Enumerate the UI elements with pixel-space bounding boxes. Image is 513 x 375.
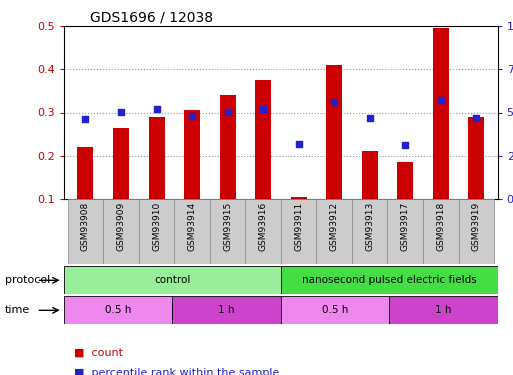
- FancyBboxPatch shape: [423, 199, 459, 264]
- FancyBboxPatch shape: [68, 199, 103, 264]
- Text: GSM93913: GSM93913: [365, 202, 374, 251]
- Point: [472, 115, 480, 121]
- Bar: [468, 117, 484, 199]
- FancyBboxPatch shape: [245, 199, 281, 264]
- FancyBboxPatch shape: [352, 199, 387, 264]
- FancyBboxPatch shape: [459, 199, 494, 264]
- Bar: [220, 95, 235, 199]
- Text: GSM93911: GSM93911: [294, 202, 303, 251]
- Point: [152, 106, 161, 112]
- Text: GSM93914: GSM93914: [188, 202, 196, 251]
- Point: [82, 116, 90, 122]
- Text: 1 h: 1 h: [435, 305, 451, 315]
- Point: [188, 113, 196, 119]
- FancyBboxPatch shape: [103, 199, 139, 264]
- Point: [437, 98, 445, 104]
- Text: GSM93917: GSM93917: [401, 202, 410, 251]
- Point: [366, 115, 374, 121]
- Point: [117, 110, 125, 116]
- Text: time: time: [5, 305, 30, 315]
- Text: protocol: protocol: [5, 275, 50, 285]
- Text: GSM93912: GSM93912: [330, 202, 339, 251]
- Text: GSM93918: GSM93918: [436, 202, 445, 251]
- FancyBboxPatch shape: [387, 199, 423, 264]
- FancyBboxPatch shape: [174, 199, 210, 264]
- Text: ■  percentile rank within the sample: ■ percentile rank within the sample: [74, 368, 280, 375]
- Text: nanosecond pulsed electric fields: nanosecond pulsed electric fields: [302, 275, 477, 285]
- FancyBboxPatch shape: [281, 199, 317, 264]
- Bar: [397, 162, 413, 199]
- Bar: [362, 151, 378, 199]
- Bar: [281, 266, 498, 294]
- Text: 0.5 h: 0.5 h: [322, 305, 348, 315]
- Point: [224, 110, 232, 116]
- Text: 1 h: 1 h: [219, 305, 235, 315]
- Bar: [281, 296, 389, 324]
- Bar: [326, 65, 342, 199]
- Bar: [64, 296, 172, 324]
- Bar: [148, 117, 165, 199]
- Text: GSM93916: GSM93916: [259, 202, 268, 251]
- Bar: [113, 128, 129, 199]
- Text: control: control: [154, 275, 191, 285]
- Bar: [184, 110, 200, 199]
- Point: [330, 99, 338, 105]
- FancyBboxPatch shape: [210, 199, 245, 264]
- Text: GSM93908: GSM93908: [81, 202, 90, 251]
- Bar: [64, 266, 281, 294]
- Text: GSM93915: GSM93915: [223, 202, 232, 251]
- Text: GDS1696 / 12038: GDS1696 / 12038: [90, 10, 213, 24]
- FancyBboxPatch shape: [139, 199, 174, 264]
- Bar: [291, 196, 307, 199]
- Bar: [389, 296, 498, 324]
- Point: [259, 106, 267, 112]
- Text: GSM93919: GSM93919: [472, 202, 481, 251]
- Bar: [172, 296, 281, 324]
- FancyBboxPatch shape: [317, 199, 352, 264]
- Text: GSM93910: GSM93910: [152, 202, 161, 251]
- Text: GSM93909: GSM93909: [116, 202, 126, 251]
- Bar: [433, 28, 449, 199]
- Text: ■  count: ■ count: [74, 348, 124, 357]
- Bar: [255, 80, 271, 199]
- Text: 0.5 h: 0.5 h: [105, 305, 131, 315]
- Point: [401, 142, 409, 148]
- Bar: [77, 147, 93, 199]
- Point: [294, 141, 303, 147]
